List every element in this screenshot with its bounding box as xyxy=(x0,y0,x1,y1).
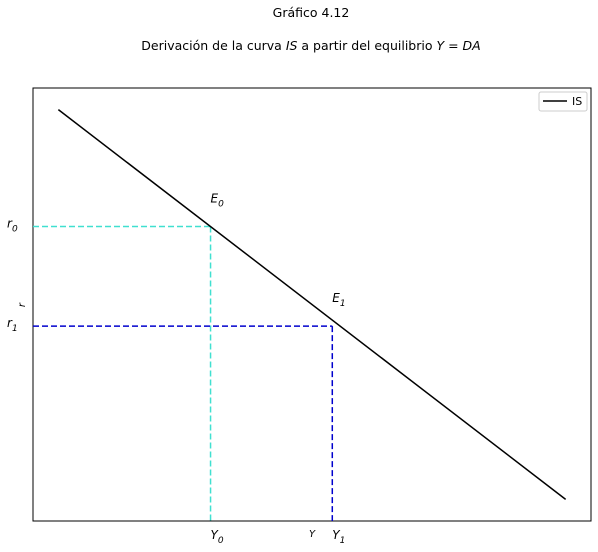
point-labels: E0 Y0 r0 E1 Y1 r1 xyxy=(7,192,346,546)
y-axis-label: r xyxy=(17,302,28,307)
plot-frame xyxy=(32,87,592,522)
series-layer xyxy=(57,109,567,500)
series-line-is xyxy=(57,109,567,500)
y-tick-label-1: r1 xyxy=(7,316,18,334)
x-tick-label-1: Y1 xyxy=(332,528,345,546)
guide-lines xyxy=(33,225,334,521)
x-tick-label-0: Y0 xyxy=(211,528,224,546)
legend-label-is: IS xyxy=(572,95,582,108)
chart-subtitle: Derivación de la curva IS a partir del e… xyxy=(141,38,480,53)
y-tick-label-0: r0 xyxy=(7,217,18,235)
chart-legend: IS xyxy=(538,91,588,112)
chart-title: Gráfico 4.12 xyxy=(273,5,350,20)
point-label-1: E1 xyxy=(332,291,345,309)
point-label-0: E0 xyxy=(211,192,225,210)
x-axis-label: Y xyxy=(309,529,316,540)
